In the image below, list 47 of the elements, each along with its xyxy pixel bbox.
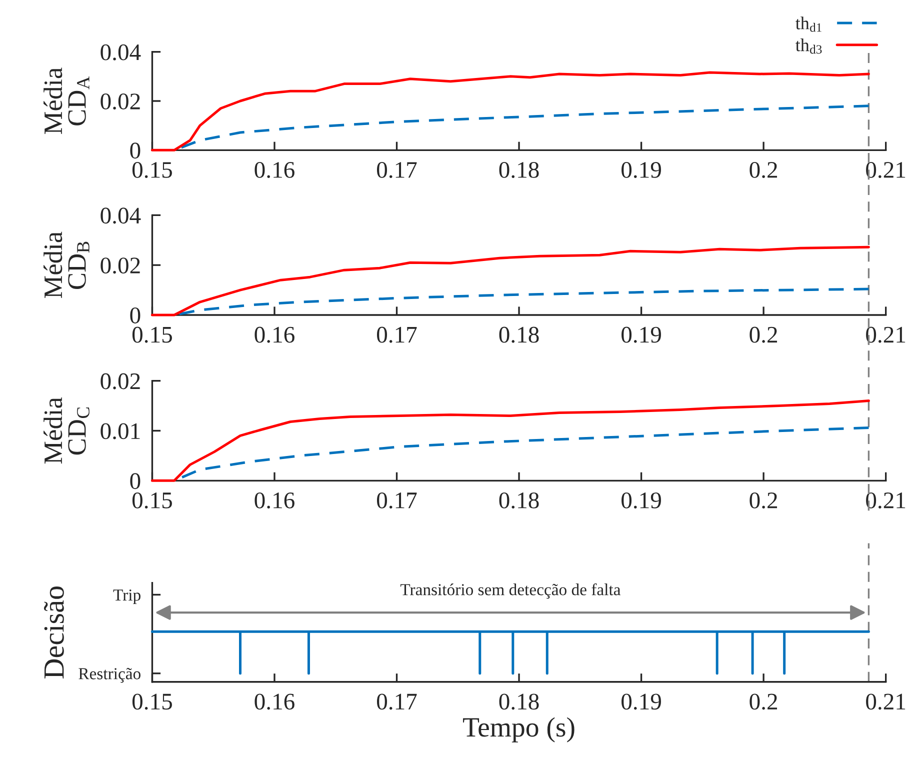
- x-tick-label: 0.19: [622, 694, 661, 710]
- x-tick-label: 0.15: [132, 162, 172, 178]
- x-tick-label: 0.15: [132, 492, 172, 508]
- x-tick-label: 0.18: [499, 492, 539, 508]
- x-tick-label: 0.15: [132, 326, 172, 343]
- x-tick-label: 0.17: [376, 492, 417, 508]
- x-tick-label: 0.18: [499, 694, 539, 710]
- y-axis-title: Decisão: [44, 586, 64, 678]
- y-tick-label: 0.02: [100, 258, 140, 274]
- x-tick-label: 0.19: [622, 162, 661, 178]
- y-tick-label: 0.02: [100, 94, 140, 110]
- y-axis-title: Média CD$_{B}$: [44, 232, 90, 298]
- y-tick-label: 0: [130, 308, 140, 324]
- x-tick-label: 0.2: [750, 492, 778, 508]
- legend-label: th$_{d1}$: [796, 16, 822, 32]
- y-tick-label: 0.04: [100, 208, 141, 224]
- y-tick-label: 0: [130, 142, 140, 159]
- text: Restrição: [78, 668, 140, 683]
- x-tick-label: 0.21: [866, 492, 906, 508]
- x-tick-label: 0.2: [750, 162, 778, 178]
- y-tick-label: 0: [130, 473, 140, 490]
- x-tick-label: 0.17: [376, 162, 417, 178]
- x-tick-label: 0.2: [750, 694, 778, 710]
- y-tick-label: 0.02: [100, 373, 140, 390]
- x-tick-label: 0.21: [866, 162, 906, 178]
- x-tick-label: 0.21: [866, 326, 906, 343]
- x-tick-label: 0.18: [499, 162, 539, 178]
- text: Trip: [113, 589, 140, 604]
- text: Transitório sem detecção de falta: [400, 583, 621, 599]
- x-tick-label: 0.19: [622, 326, 661, 343]
- x-tick-label: 0.17: [376, 694, 417, 710]
- x-tick-label: 0.15: [132, 694, 172, 710]
- x-tick-label: 0.18: [499, 326, 539, 343]
- x-tick-label: 0.2: [750, 326, 778, 343]
- x-tick-label: 0.16: [254, 492, 294, 508]
- x-axis-title: Tempo (s): [463, 717, 574, 742]
- y-tick-label: 0.04: [100, 44, 141, 60]
- x-tick-label: 0.16: [254, 162, 294, 178]
- legend-label: th$_{d3}$: [796, 38, 822, 54]
- x-tick-label: 0.16: [254, 326, 294, 343]
- x-tick-label: 0.19: [622, 492, 661, 508]
- y-axis-title: Média CD$_{C}$: [44, 397, 90, 464]
- x-tick-label: 0.17: [376, 326, 417, 343]
- y-axis-title: Média CD$_{A}$: [44, 68, 90, 134]
- x-tick-label: 0.16: [254, 694, 294, 710]
- y-tick-label: 0.01: [100, 423, 140, 440]
- x-tick-label: 0.21: [866, 694, 906, 710]
